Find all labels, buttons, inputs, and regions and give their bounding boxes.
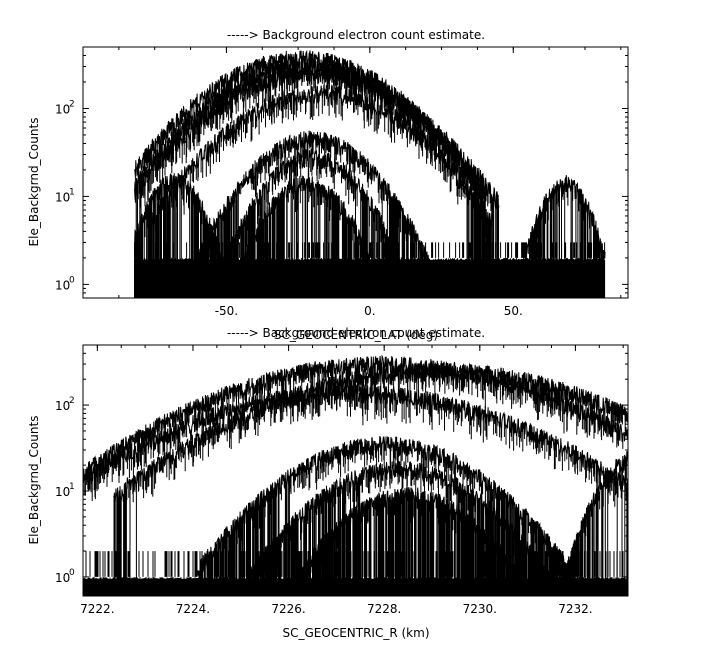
side-lobe-1: [562, 451, 628, 596]
y-tick-exponent: 2: [69, 99, 75, 109]
x-tick-label: 7224.: [176, 602, 210, 616]
x-tick-label: 7232.: [558, 602, 592, 616]
y-tick-exponent: 2: [69, 396, 75, 406]
x-tick-label: 7230.: [463, 602, 497, 616]
top-chart-frame: [82, 46, 629, 299]
series-line-3: [83, 384, 628, 596]
x-tick-label: 50.: [504, 304, 523, 318]
y-tick-label: 10: [55, 571, 70, 585]
side-lobe-2: [512, 175, 606, 298]
y-tick-exponent: 1: [69, 482, 75, 492]
bottom-chart-title: -----> Background electron count estimat…: [227, 326, 485, 340]
x-tick-label: 0.: [364, 304, 375, 318]
top-chart-plot-area: [134, 50, 606, 298]
top-chart-x-axis-label: SC_GEOCENTRIC_LAT (deg): [274, 328, 438, 342]
bottom-chart-x-axis-label: SC_GEOCENTRIC_R (km): [283, 626, 430, 640]
bottom-chart-y-axis-label: Ele_Backgrnd_Counts: [27, 416, 41, 545]
series-line-6: [270, 487, 545, 596]
x-tick-label: 7228.: [367, 602, 401, 616]
bottom-chart: 7222. 7224. 7226. 7228. 7230. 7232. 100101102…: [27, 326, 629, 640]
series-line-3: [134, 65, 500, 298]
top-chart-x-ticks: -50. 0. 50.: [82, 47, 622, 318]
side-lobe-1: [134, 172, 235, 298]
top-chart-title: -----> Background electron count estimat…: [227, 28, 485, 42]
series-line-4: [149, 83, 494, 298]
top-chart: -----> Background electron count estimat…: [27, 28, 629, 342]
series-line-5: [236, 460, 561, 596]
x-tick-label: 7222.: [80, 602, 114, 616]
top-chart-y-axis-label: Ele_Backgrnd_Counts: [27, 118, 41, 247]
series-line-7: [224, 175, 390, 298]
x-tick-label: 7226.: [271, 602, 305, 616]
y-tick-label: 10: [55, 190, 70, 204]
bottom-chart-plot-area: [83, 354, 628, 596]
y-tick-label: 10: [55, 485, 70, 499]
y-tick-exponent: 0: [69, 275, 75, 285]
bottom-chart-x-ticks: 7222. 7224. 7226. 7228. 7230. 7232.: [80, 345, 624, 616]
x-tick-label: -50.: [215, 304, 238, 318]
y-tick-exponent: 0: [69, 568, 75, 578]
y-tick-label: 10: [55, 102, 70, 116]
y-tick-label: 10: [55, 399, 70, 413]
bottom-chart-frame: [82, 344, 629, 597]
y-tick-exponent: 1: [69, 187, 75, 197]
y-tick-label: 10: [55, 278, 70, 292]
